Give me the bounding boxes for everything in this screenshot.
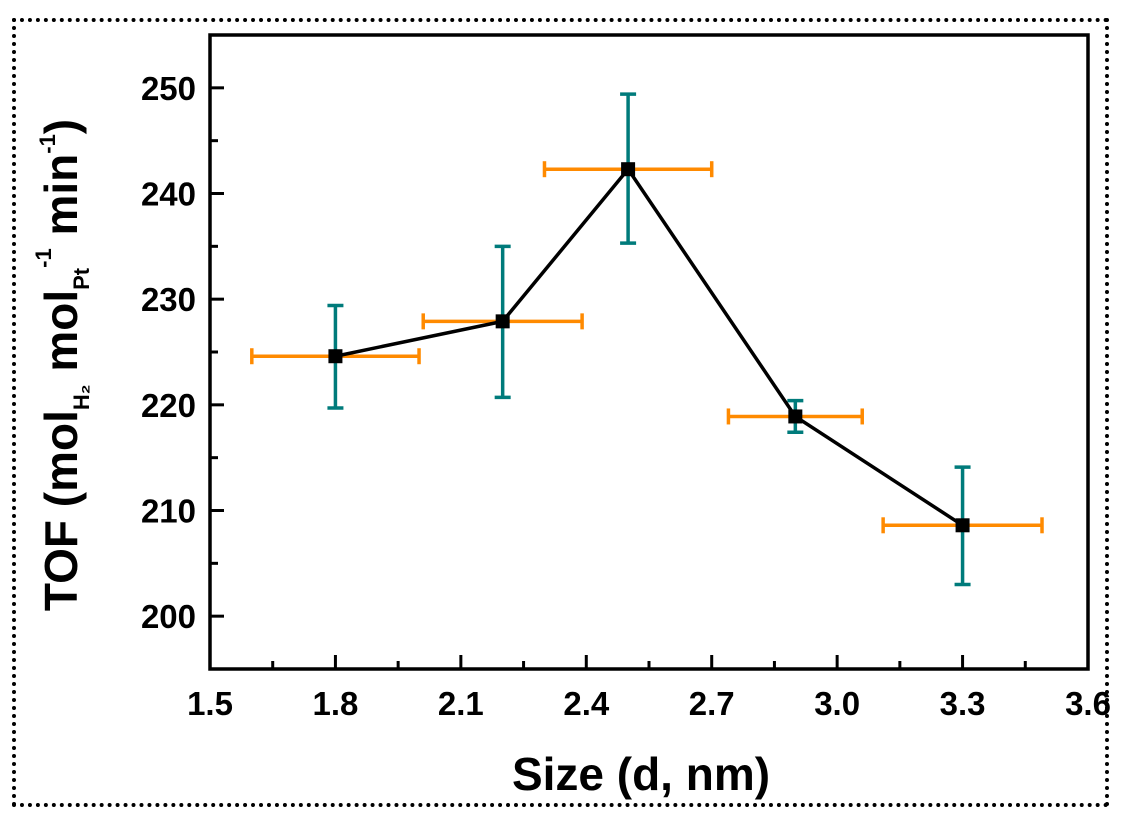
data-point-marker (328, 349, 343, 364)
x-tick-label: 3.3 (940, 685, 986, 722)
x-tick-label: 1.5 (187, 685, 233, 722)
data-group (250, 92, 1044, 587)
data-point-marker (495, 314, 510, 329)
x-tick-label: 3.0 (814, 685, 860, 722)
series-line (335, 166, 964, 527)
x-tick-label: 2.4 (563, 685, 610, 722)
y-tick-label: 230 (141, 281, 196, 318)
plot-area-border (208, 33, 1090, 671)
y-tick-label: 210 (141, 493, 196, 530)
data-point-marker (621, 162, 636, 177)
y-tick-label: 250 (141, 70, 196, 107)
y-tick-label: 240 (141, 176, 196, 213)
y-tick-label: 220 (141, 387, 196, 424)
x-tick-label: 2.1 (438, 685, 484, 722)
y-axis-title: TOF (molH₂ molPt-1 min-1) (31, 119, 94, 611)
figure-frame (12, 18, 1109, 807)
ticks-group: 1.5 1.8 2.1 2.4 2.7 3.0 3.3 3.6 200 210 220 230 240 2… (141, 33, 1111, 722)
x-tick-label: 3.6 (1065, 685, 1111, 722)
data-point-marker (955, 518, 970, 533)
data-point-marker (788, 409, 803, 424)
y-tick-label: 200 (141, 598, 196, 635)
x-tick-label: 2.7 (689, 685, 735, 722)
x-tick-label: 1.8 (312, 685, 358, 722)
x-axis-title: Size (d, nm) (512, 748, 770, 800)
